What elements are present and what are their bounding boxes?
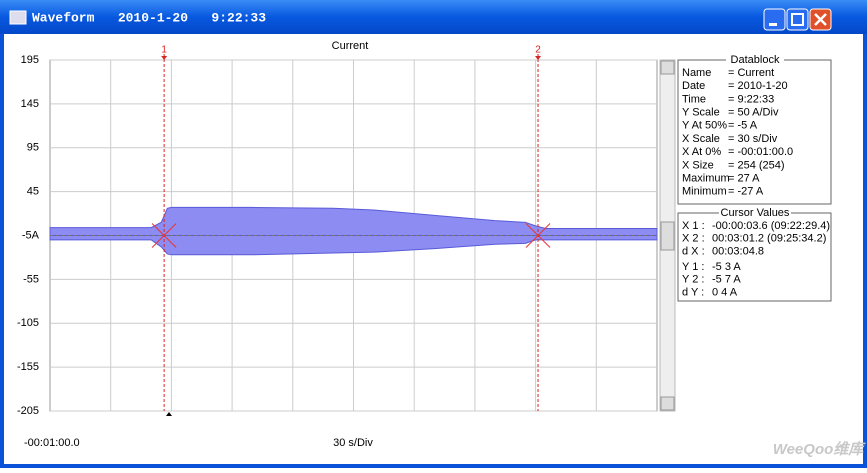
maximize-icon <box>791 13 804 26</box>
waveform-envelope <box>49 206 658 236</box>
datablock-label: Maximum <box>682 173 730 185</box>
cursor-title: Cursor Values <box>721 207 790 219</box>
y-tick-label: 195 <box>21 54 39 66</box>
cursor-cross <box>525 223 551 248</box>
cursor-value-label: X 2 : <box>682 233 705 245</box>
cursor-value: -5 3 A <box>712 261 741 273</box>
watermark: WeeQoo维库 <box>773 441 867 458</box>
datablock-value: = -5 A <box>728 120 758 132</box>
cursor-title-bg <box>719 207 791 219</box>
y-tick-label: -155 <box>17 361 39 373</box>
app-icon <box>9 10 27 25</box>
datablock-value: = 50 A/Div <box>728 107 779 119</box>
cursor-marker <box>161 56 168 60</box>
y-tick-label: -105 <box>17 317 39 329</box>
datablock-value: = 27 A <box>728 173 760 185</box>
datablock-value: = 9:22:33 <box>728 93 774 105</box>
x-scale-label: 30 s/Div <box>333 437 373 449</box>
y-tick-label: -205 <box>17 405 39 417</box>
datablock-label: X Scale <box>682 133 720 145</box>
cursor-value: 0 4 A <box>712 286 738 298</box>
cursor-marker <box>535 56 542 60</box>
cursor-cross <box>151 223 177 248</box>
window-title: Waveform 2010-1-20 9:22:33 <box>32 10 266 25</box>
y-tick-label: -5A <box>22 229 40 241</box>
chart-title: Current <box>332 40 369 52</box>
cursor-value: -5 7 A <box>712 274 741 286</box>
datablock-label: Name <box>682 67 711 79</box>
datablock-label: Y At 50% <box>682 120 727 132</box>
cursor-value: 00:03:01.2 (09:25:34.2) <box>712 233 826 245</box>
cursor-value: 00:03:04.8 <box>712 245 764 257</box>
datablock-value: = Current <box>728 67 774 79</box>
y-tick-label: 45 <box>27 186 39 198</box>
y-tick-label: 95 <box>27 142 39 154</box>
scroll-down[interactable] <box>660 396 675 411</box>
y-tick-label: 145 <box>21 98 39 110</box>
close-icon <box>814 13 827 26</box>
cursor-value: -00:00:03.6 (09:22:29.4) <box>712 220 830 232</box>
minimize-icon <box>769 23 777 26</box>
cursor-label: 2 <box>535 45 541 56</box>
datablock-value: = -27 A <box>728 186 764 198</box>
datablock-label: Y Scale <box>682 107 720 119</box>
cursor-value-label: d Y : <box>682 286 704 298</box>
cursor-label: 1 <box>161 45 167 56</box>
x-tick-label: -00:01:00.0 <box>24 437 80 449</box>
cursor-value-label: Y 2 : <box>682 274 704 286</box>
cursor-value-label: d X : <box>682 245 705 257</box>
minimize-button[interactable] <box>763 8 786 31</box>
datablock-title-bg <box>726 54 784 66</box>
y-tick-label: -55 <box>23 273 39 285</box>
maximize-button[interactable] <box>786 8 809 31</box>
scroll-up[interactable] <box>660 60 675 75</box>
datablock-label: Date <box>682 80 705 92</box>
cursor-value-label: Y 1 : <box>682 261 704 273</box>
plot <box>49 54 658 412</box>
title-bar <box>0 0 867 34</box>
cursor-value-label: X 1 : <box>682 220 705 232</box>
datablock-value: = -00:01:00.0 <box>728 146 793 158</box>
scroll-marker <box>166 412 172 416</box>
waveform-envelope <box>49 235 658 256</box>
datablock-label: Time <box>682 93 706 105</box>
datablock-value: = 30 s/Div <box>728 133 778 145</box>
datablock-value: = 254 (254) <box>728 159 785 171</box>
datablock-label: X At 0% <box>682 146 721 158</box>
datablock-label: X Size <box>682 159 714 171</box>
datablock-title: Datablock <box>731 54 780 66</box>
scroll-thumb[interactable] <box>660 221 675 251</box>
datablock-label: Minimum <box>682 186 727 198</box>
datablock-value: = 2010-1-20 <box>728 80 788 92</box>
